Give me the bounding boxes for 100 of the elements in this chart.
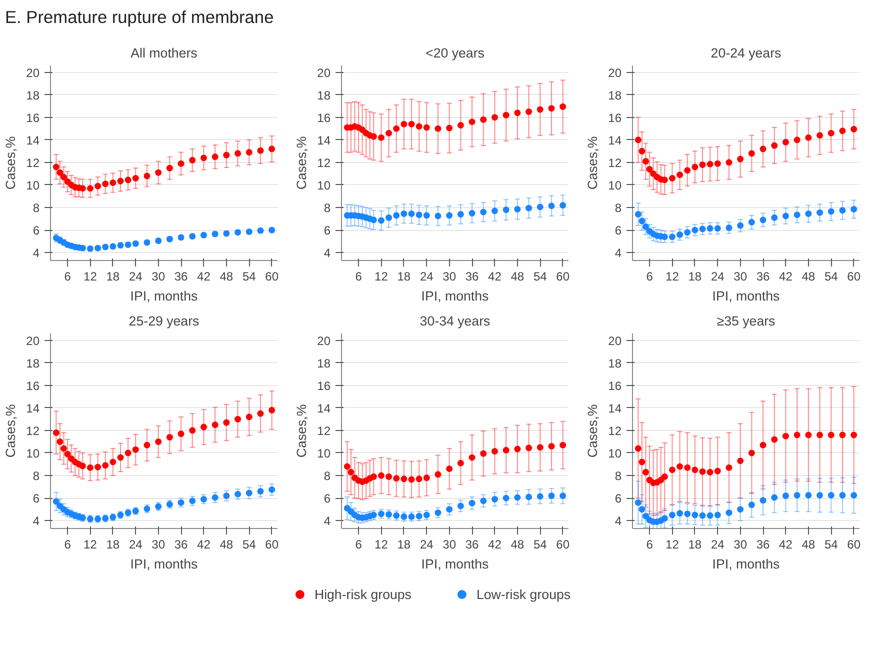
x-axis-title: IPI, months [712,556,780,572]
x-tick-label: 6 [64,538,72,552]
x-tick-label: 18 [106,538,120,552]
x-tick-label: 30 [152,538,166,552]
y-tick-label: 12 [317,424,331,438]
y-tick-label: 10 [608,446,622,460]
x-tick-label: 18 [397,538,411,552]
y-tick-label: 20 [317,66,331,80]
y-tick-label: 4 [324,514,331,528]
y-tick-label: 12 [608,424,622,438]
x-tick-label: 24 [420,270,434,284]
x-tick-label: 18 [397,270,411,284]
x-tick-label: 30 [734,270,748,284]
x-tick-label: 36 [465,538,480,552]
x-tick-label: 36 [756,270,770,284]
y-tick-label: 8 [32,201,40,216]
y-tick-label: 12 [26,424,40,438]
chart-title: <20 years [426,46,485,60]
y-tick-label: 8 [324,201,331,216]
text: E. Premature rupture of membrane [5,6,274,29]
chart-title: 20-24 years [710,46,782,60]
x-tick-label: 30 [152,270,166,284]
x-tick-label: 42 [197,538,211,552]
y-tick-label: 10 [608,178,622,192]
y-axis-title: Cases,% [294,404,310,458]
x-tick-label: 24 [710,270,725,284]
x-tick-label: 48 [802,270,816,284]
y-tick-label: 8 [614,469,622,484]
x-tick-label: 12 [374,538,388,552]
y-tick-label: 10 [317,446,331,460]
chart-title: All mothers [130,46,198,60]
x-tick-label: 54 [824,538,838,552]
y-tick-label: 6 [32,224,40,238]
y-axis-title: Cases,% [585,136,600,190]
x-tick-label: 54 [824,270,838,284]
x-tick-label: 42 [779,538,793,552]
x-axis-title: IPI, months [421,556,490,572]
y-tick-label: 8 [324,469,331,484]
y-tick-label: 16 [317,378,331,393]
x-tick-label: 18 [688,270,702,284]
x-tick-label: 30 [734,538,748,552]
x-tick-label: 12 [374,270,388,284]
x-tick-label: 48 [510,270,524,284]
x-tick-label: 36 [756,538,770,552]
y-tick-label: 10 [317,178,331,192]
x-tick-label: 36 [174,538,188,552]
x-tick-label: 54 [533,538,548,552]
x-tick-label: 6 [355,270,362,284]
x-tick-label: 24 [420,538,434,552]
y-tick-label: 20 [317,334,331,348]
y-tick-label: 18 [317,88,331,102]
y-tick-label: 18 [608,356,622,370]
y-tick-label: 10 [26,178,40,192]
x-tick-label: 54 [242,270,256,284]
y-tick-label: 12 [317,156,331,170]
y-tick-label: 6 [614,492,622,506]
legend-label: Low-risk groups [476,586,571,602]
legend-label: High-risk groups [314,586,412,602]
y-tick-label: 20 [608,334,622,348]
y-tick-label: 6 [324,492,331,506]
y-tick-label: 16 [26,110,40,125]
y-tick-label: 12 [608,156,622,170]
y-tick-label: 10 [26,446,40,460]
x-tick-label: 42 [779,270,793,284]
chart-title: 30-34 years [420,314,491,328]
x-tick-label: 18 [688,538,702,552]
y-axis-title: Cases,% [585,404,600,458]
y-tick-label: 4 [32,246,40,260]
chart-title: ≥35 years [716,314,776,328]
x-axis-title: IPI, months [421,288,490,304]
y-tick-label: 4 [324,246,331,260]
x-tick-label: 12 [666,270,680,284]
y-axis-title: Cases,% [3,136,18,190]
x-tick-label: 42 [197,270,211,284]
x-tick-label: 24 [128,538,143,552]
x-tick-label: 54 [533,270,548,284]
x-tick-label: 48 [510,538,524,552]
x-tick-label: 24 [710,538,725,552]
y-tick-label: 18 [26,88,40,102]
x-tick-label: 60 [556,270,570,284]
y-tick-label: 14 [26,133,40,148]
x-axis-title: IPI, months [712,288,780,304]
y-tick-label: 12 [26,156,40,170]
x-tick-label: 60 [556,538,570,552]
y-tick-label: 20 [608,66,622,80]
x-axis-title: IPI, months [130,288,198,304]
y-tick-label: 14 [608,133,622,148]
y-tick-label: 14 [317,401,331,416]
x-tick-label: 6 [64,270,72,284]
x-tick-label: 18 [106,270,120,284]
y-tick-label: 18 [26,356,40,370]
y-tick-label: 14 [608,401,622,416]
y-tick-label: 16 [26,378,40,393]
y-tick-label: 20 [26,66,40,80]
y-axis-title: Cases,% [3,404,18,458]
x-tick-label: 42 [488,538,502,552]
y-tick-label: 6 [614,224,622,238]
y-tick-label: 4 [32,514,40,528]
y-tick-label: 6 [32,492,40,506]
x-tick-label: 42 [488,270,502,284]
